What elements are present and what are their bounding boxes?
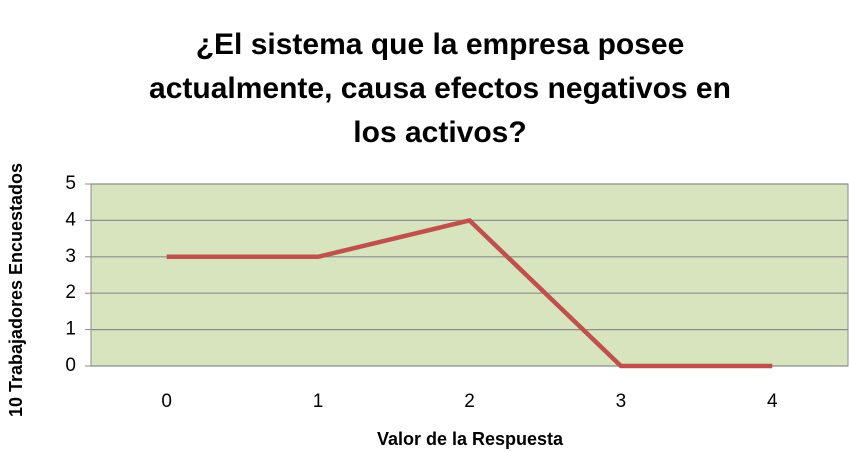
x-axis-title: Valor de la Respuesta (377, 429, 564, 449)
chart-title: ¿El sistema que la empresa posee (196, 28, 685, 61)
data-line (166, 218, 773, 369)
x-tick-label: 4 (767, 391, 778, 412)
x-tick-label: 0 (161, 391, 172, 412)
y-tick-label: 0 (65, 355, 76, 376)
y-tick-label: 4 (65, 209, 76, 230)
x-tick-label: 1 (313, 391, 324, 412)
y-tick-label: 3 (65, 246, 76, 267)
y-tick-label: 1 (65, 319, 76, 340)
y-axis-title: 10 Trabajadores Encuestados (6, 163, 26, 417)
y-tick-label: 2 (65, 282, 76, 303)
x-tick-label: 2 (464, 391, 475, 412)
y-tick-label: 5 (65, 173, 76, 194)
chart-title: actualmente, causa efectos negativos en (149, 72, 731, 105)
x-tick-label: 3 (616, 391, 627, 412)
plot-area (90, 183, 849, 367)
chart-title: los activos? (353, 116, 526, 149)
